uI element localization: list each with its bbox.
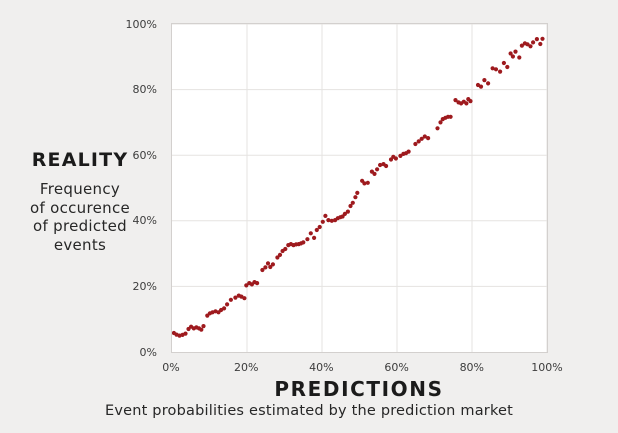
data-point: [268, 264, 273, 270]
data-point: [270, 262, 275, 267]
data-point: [482, 78, 487, 83]
data-point: [233, 295, 238, 300]
y-tick-label: 80%: [132, 83, 157, 97]
data-point: [265, 261, 271, 266]
data-point: [353, 195, 358, 200]
data-point: [301, 240, 306, 245]
data-point: [183, 331, 188, 336]
data-point: [283, 246, 288, 252]
data-point: [329, 218, 334, 223]
data-point: [528, 44, 533, 49]
y-axis-title: REALITY: [31, 149, 129, 171]
data-point: [422, 134, 427, 139]
data-point: [468, 99, 473, 104]
data-point: [312, 235, 317, 240]
data-point: [490, 66, 495, 71]
x-tick-label: 20%: [233, 361, 259, 374]
data-point: [435, 126, 440, 131]
scatter-plot-svg: [172, 24, 547, 352]
data-point: [498, 69, 503, 74]
data-point: [375, 167, 380, 172]
data-point: [538, 41, 543, 47]
data-point: [320, 219, 325, 224]
data-point: [519, 43, 524, 48]
data-point: [501, 60, 506, 66]
data-point: [199, 327, 204, 332]
data-point: [419, 136, 424, 141]
data-point: [493, 67, 499, 72]
data-point: [531, 40, 536, 45]
data-point: [348, 203, 353, 209]
data-point: [508, 51, 513, 56]
data-point: [201, 324, 206, 329]
data-point: [372, 171, 377, 176]
data-point: [398, 153, 403, 158]
x-tick-label: 60%: [384, 361, 409, 374]
y-axis-subtitle-line-2: of occurence: [29, 198, 131, 217]
y-axis-title-block: REALITY Frequency of occurence of predic…: [12, 149, 148, 254]
data-point: [350, 200, 355, 205]
data-point: [517, 55, 522, 60]
y-tick-label: 100%: [125, 17, 157, 31]
data-point: [505, 64, 510, 70]
data-point: [393, 156, 398, 161]
data-point: [355, 190, 360, 195]
data-point: [534, 37, 539, 42]
data-point: [255, 281, 260, 286]
data-point: [326, 218, 331, 223]
x-tick-label: 40%: [309, 361, 334, 374]
data-point: [453, 98, 458, 103]
x-axis-title: PREDICTIONS: [274, 377, 444, 401]
data-point: [362, 181, 367, 186]
y-tick-label: 20%: [132, 279, 157, 293]
data-point: [438, 120, 443, 125]
data-point: [365, 180, 370, 185]
x-tick-label: 0%: [162, 361, 180, 374]
data-point: [378, 162, 383, 168]
y-tick-label: 0%: [139, 345, 157, 359]
data-point: [308, 231, 313, 236]
data-point: [225, 302, 230, 307]
data-point: [486, 81, 491, 86]
x-tick-label: 100%: [531, 361, 563, 374]
data-point: [275, 255, 280, 260]
plot-area: [171, 23, 548, 353]
data-point: [464, 101, 469, 106]
data-point: [448, 114, 453, 119]
data-point: [263, 265, 268, 270]
data-point: [323, 213, 328, 218]
data-point: [222, 306, 227, 311]
data-point: [314, 227, 319, 233]
y-axis-subtitle-line-3: of predicted: [33, 217, 127, 235]
data-point: [242, 296, 247, 301]
data-point: [510, 54, 515, 59]
x-axis-subtitle: Event probabilities estimated by the pre…: [104, 403, 514, 419]
data-point: [525, 42, 530, 47]
data-point: [384, 163, 389, 169]
data-point: [513, 49, 518, 54]
data-point: [478, 84, 484, 89]
data-point: [342, 211, 347, 216]
data-point: [416, 139, 421, 144]
data-point: [540, 36, 545, 41]
data-point: [228, 297, 233, 302]
data-point: [305, 237, 310, 242]
data-point: [260, 267, 265, 273]
x-tick-label: 80%: [459, 361, 485, 374]
y-axis-subtitle-line-4: events: [53, 235, 107, 254]
data-point: [426, 136, 431, 141]
data-point: [277, 252, 283, 257]
data-point: [244, 283, 249, 288]
y-axis-subtitle-line-1: Frequency: [39, 180, 121, 198]
y-tick-label: 60%: [132, 148, 157, 162]
data-point: [345, 209, 350, 214]
data-point: [413, 141, 418, 147]
data-point: [317, 224, 322, 230]
data-point: [406, 149, 411, 154]
y-tick-label: 40%: [132, 214, 157, 228]
